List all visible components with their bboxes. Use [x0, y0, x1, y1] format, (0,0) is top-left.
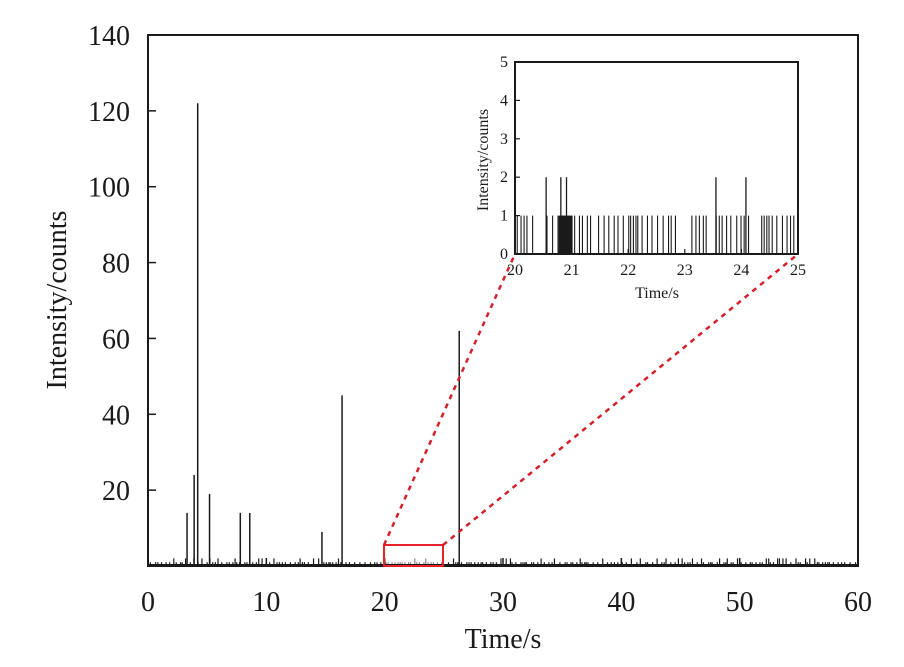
main-x-tick-label: 60 — [844, 587, 872, 618]
main-y-tick-label: 120 — [88, 97, 130, 128]
zoom-connector-right — [442, 253, 799, 546]
main-y-tick-label: 140 — [88, 21, 130, 52]
inset-y-tick-label: 4 — [500, 92, 508, 109]
inset-x-ticks: 20 21 22 23 24 25 — [507, 249, 806, 279]
zoom-highlight-box — [383, 544, 444, 567]
inset-plot-background — [515, 62, 798, 254]
inset-plot-frame — [514, 61, 799, 255]
main-y-tick-label: 80 — [102, 249, 130, 280]
inset-y-axis-label: Intensity/counts — [475, 109, 492, 211]
inset-x-tick-label: 23 — [677, 262, 693, 279]
inset-y-tick-label: 1 — [500, 208, 508, 225]
main-x-tick-label: 10 — [252, 587, 280, 618]
main-x-axis-label: Time/s — [465, 624, 542, 655]
main-y-axis-label: Intensity/counts — [42, 211, 73, 390]
main-x-tick-label: 50 — [726, 587, 754, 618]
inset-bars — [516, 177, 795, 254]
inset-x-tick-label: 21 — [564, 262, 580, 279]
main-y-ticks: 20 40 60 80 100 120 140 — [88, 21, 156, 507]
main-x-tick-label: 30 — [489, 587, 517, 618]
main-x-tick-label: 20 — [371, 587, 399, 618]
main-x-tick-label: 40 — [607, 587, 635, 618]
main-y-tick-label: 40 — [102, 400, 130, 431]
inset-x-tick-label: 20 — [507, 262, 523, 279]
inset-y-tick-label: 2 — [500, 169, 508, 186]
zoom-connector-left — [382, 253, 517, 546]
inset-x-tick-label: 22 — [620, 262, 636, 279]
main-x-tick-label: 0 — [141, 587, 155, 618]
inset-y-ticks: 0 1 2 3 4 5 — [500, 54, 520, 263]
main-y-tick-label: 20 — [102, 476, 130, 507]
main-y-tick-label: 100 — [88, 173, 130, 204]
main-peaks — [186, 103, 460, 566]
inset-y-tick-label: 3 — [500, 131, 508, 148]
inset-x-tick-label: 25 — [790, 262, 806, 279]
inset-x-tick-label: 24 — [733, 262, 749, 279]
inset-x-axis-label: Time/s — [635, 285, 679, 302]
main-y-tick-label: 60 — [102, 324, 130, 355]
inset-y-tick-label: 0 — [500, 246, 508, 263]
inset-y-tick-label: 5 — [500, 54, 508, 71]
